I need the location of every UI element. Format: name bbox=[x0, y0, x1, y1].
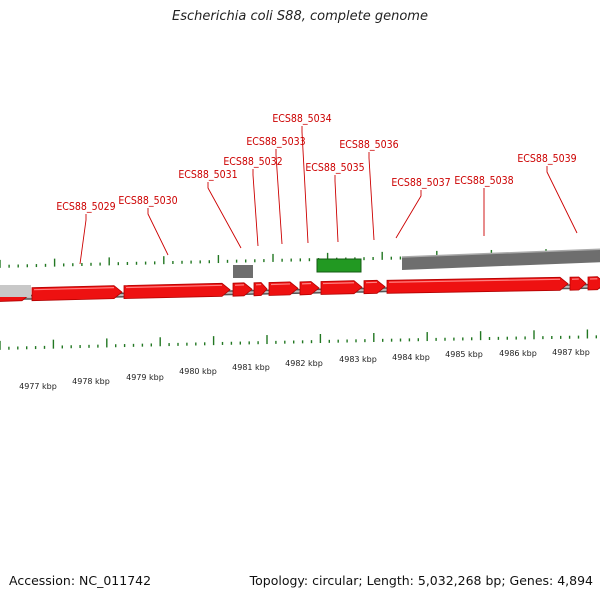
scale-label: 4981 kbp bbox=[232, 363, 270, 372]
gene-arrow-highlight bbox=[33, 286, 115, 291]
gene-label-leader bbox=[147, 208, 169, 256]
scale-tick-track bbox=[0, 329, 597, 350]
gene-label-leader bbox=[395, 190, 422, 239]
scale-label: 4987 kbp bbox=[552, 348, 590, 357]
gene-arrow-highlight bbox=[388, 278, 561, 283]
gene-label-leader bbox=[334, 175, 339, 243]
gene-label: ECS88_5029 bbox=[56, 201, 115, 213]
gene-arrow bbox=[320, 280, 363, 295]
gene-arrow bbox=[232, 282, 253, 297]
gene-label: ECS88_5031 bbox=[178, 169, 237, 181]
gene-label: ECS88_5034 bbox=[272, 113, 331, 125]
scale-labels: 4977 kbp 4978 kbp 4979 kbp 4980 kbp 4981 kbp… bbox=[19, 348, 590, 391]
feature-light-gray bbox=[0, 285, 31, 297]
scale-label: 4980 kbp bbox=[179, 367, 217, 376]
scale-label: 4982 kbp bbox=[285, 359, 323, 368]
scale-label: 4984 kbp bbox=[392, 353, 430, 362]
scale-label: 4978 kbp bbox=[72, 377, 110, 386]
gene-arrow bbox=[268, 281, 299, 296]
gene-arrow-highlight bbox=[270, 283, 291, 286]
scale-label: 4979 kbp bbox=[126, 373, 164, 382]
label-leaders bbox=[79, 126, 578, 265]
feature-green bbox=[316, 258, 362, 273]
feature-gray-long-highlight bbox=[401, 248, 600, 258]
gene-track bbox=[0, 276, 600, 302]
genome-title: Escherichia coli S88, complete genome bbox=[172, 9, 428, 24]
accession-text: Accession: NC_011742 bbox=[9, 573, 152, 588]
gene-label: ECS88_5036 bbox=[339, 139, 398, 151]
scale-label: 4985 kbp bbox=[445, 350, 483, 359]
gene-label: ECS88_5035 bbox=[305, 162, 364, 174]
gene-arrow bbox=[569, 276, 587, 291]
scale-label: 4986 kbp bbox=[499, 349, 537, 358]
feature-track bbox=[0, 248, 600, 297]
gene-label-leader bbox=[368, 152, 375, 241]
gene-label-leader bbox=[79, 214, 87, 265]
gene-label-leader bbox=[252, 169, 259, 247]
scale-label: 4977 kbp bbox=[19, 382, 57, 391]
gene-label-leader bbox=[546, 166, 578, 234]
gene-label: ECS88_5039 bbox=[517, 153, 576, 165]
gene-label: ECS88_5038 bbox=[454, 175, 513, 187]
gene-arrow bbox=[253, 282, 268, 297]
scale-label: 4983 kbp bbox=[339, 355, 377, 364]
gene-labels: ECS88_5029 ECS88_5030 ECS88_5031ECS88_5032… bbox=[56, 113, 576, 213]
gene-label: ECS88_5030 bbox=[118, 195, 177, 207]
gene-arrow-highlight bbox=[322, 282, 355, 285]
gene-arrow bbox=[587, 276, 600, 291]
gene-label: ECS88_5033 bbox=[246, 136, 305, 148]
feature-gray-long bbox=[402, 249, 600, 270]
gene-arrow bbox=[299, 281, 320, 296]
gene-label: ECS88_5032 bbox=[223, 156, 282, 168]
gene-label-leader bbox=[275, 149, 283, 245]
feature-gray bbox=[233, 265, 253, 278]
genome-info-text: Topology: circular; Length: 5,032,268 bp… bbox=[249, 573, 593, 588]
gene-label-leader bbox=[207, 182, 242, 249]
gene-arrow bbox=[363, 279, 386, 295]
gene-arrow-highlight bbox=[125, 284, 223, 289]
gene-label-leader bbox=[301, 126, 309, 244]
gene-label: ECS88_5037 bbox=[391, 177, 450, 189]
